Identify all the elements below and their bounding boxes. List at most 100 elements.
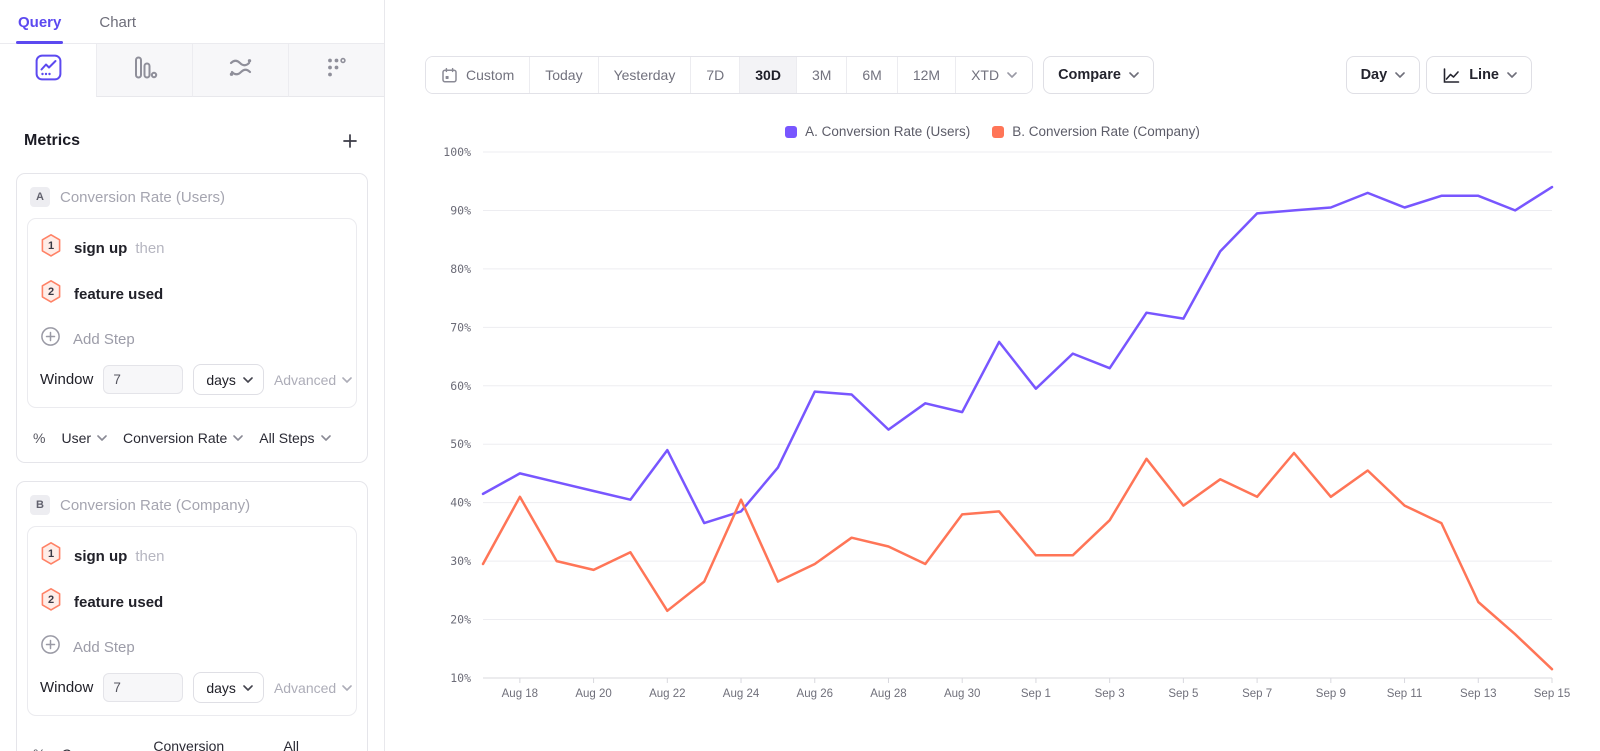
funnel-step-1: 1 sign up then (40, 533, 344, 579)
steps-scope-select[interactable]: All Steps (259, 430, 331, 446)
window-label: Window (40, 679, 94, 696)
date-range-7d[interactable]: 7D (690, 57, 740, 93)
svg-text:Aug 24: Aug 24 (723, 688, 760, 700)
measurement-row: % User Conversion Rate All Steps (17, 418, 367, 460)
legend-item-a[interactable]: A. Conversion Rate (Users) (785, 124, 970, 139)
svg-text:1: 1 (48, 548, 54, 560)
tab-chart[interactable]: Chart (99, 14, 137, 31)
chevron-down-icon (243, 684, 253, 691)
svg-text:Aug 22: Aug 22 (649, 688, 685, 700)
advanced-toggle[interactable]: Advanced (274, 372, 353, 388)
svg-text:Sep 3: Sep 3 (1095, 688, 1125, 700)
report-tab-funnels[interactable] (96, 44, 192, 97)
step-number-hexagon: 1 (40, 233, 62, 263)
report-tab-insights[interactable] (0, 44, 96, 97)
metric-badge: A (30, 187, 50, 207)
chevron-down-icon (342, 376, 353, 383)
step-number-hexagon: 2 (40, 279, 62, 309)
funnel-steps-card: 1 sign up then 2 feature used Add Step W… (27, 526, 357, 716)
chevron-down-icon (233, 435, 244, 441)
metric-title: Conversion Rate (Company) (60, 496, 251, 514)
chevron-down-icon (1395, 72, 1405, 78)
chevron-down-icon (1129, 72, 1139, 78)
svg-text:Sep 13: Sep 13 (1460, 688, 1496, 700)
svg-text:2: 2 (48, 286, 54, 298)
date-range-6m[interactable]: 6M (846, 57, 897, 93)
legend-swatch (785, 125, 798, 138)
chevron-down-icon (243, 376, 253, 383)
chevron-down-icon (1507, 72, 1517, 78)
date-range-picker: Custom Today Yesterday 7D 30D 3M 6M 12M … (425, 56, 1034, 94)
counting-entity-select[interactable]: Company (61, 746, 137, 751)
advanced-toggle[interactable]: Advanced (274, 680, 353, 696)
window-value-input[interactable] (103, 365, 184, 394)
add-step-label: Add Step (73, 638, 135, 656)
step-event-select[interactable]: feature used (74, 593, 164, 611)
date-range-3m[interactable]: 3M (795, 57, 847, 93)
svg-text:Sep 5: Sep 5 (1168, 688, 1198, 700)
svg-text:100%: 100% (443, 145, 471, 159)
window-unit-select[interactable]: days (193, 672, 264, 703)
insights-icon (35, 54, 62, 86)
line-chart: 100% 90% 80% 70% 60% 50% 40% 30% 20% 10% Aug 18 Aug… (443, 145, 1570, 700)
step-connector: then (135, 239, 165, 257)
conversion-window-row: Window days Advanced (40, 672, 353, 703)
svg-text:40%: 40% (450, 496, 471, 510)
metrics-title: Metrics (24, 132, 81, 149)
retention-icon (323, 54, 350, 86)
legend-label: B. Conversion Rate (Company) (1012, 124, 1200, 139)
svg-text:60%: 60% (450, 379, 471, 393)
legend-item-b[interactable]: B. Conversion Rate (Company) (992, 124, 1200, 139)
measure-select[interactable]: Conversion Rate (153, 738, 225, 751)
counting-entity-select[interactable]: User (61, 430, 107, 446)
date-range-12m[interactable]: 12M (896, 57, 956, 93)
chart-legend: A. Conversion Rate (Users) B. Conversion… (385, 124, 1600, 139)
compare-button[interactable]: Compare (1043, 56, 1154, 94)
svg-text:70%: 70% (450, 320, 471, 334)
measurement-row: % Company Conversion Rate All Steps (17, 726, 367, 751)
chart-toolbar: Custom Today Yesterday 7D 30D 3M 6M 12M … (385, 0, 1600, 94)
panel-tab-bar: Query Chart (0, 0, 384, 44)
report-tab-retention[interactable] (288, 44, 384, 97)
report-tab-flows[interactable] (192, 44, 288, 97)
window-label: Window (40, 371, 94, 388)
add-step-label: Add Step (73, 330, 135, 348)
chevron-down-icon (1007, 72, 1017, 78)
window-value-input[interactable] (103, 673, 184, 702)
window-unit-select[interactable]: days (193, 364, 264, 395)
svg-text:Aug 30: Aug 30 (944, 688, 980, 700)
svg-text:30%: 30% (450, 554, 471, 568)
conversion-window-row: Window days Advanced (40, 364, 353, 395)
funnel-steps-card: 1 sign up then 2 feature used Add Step W… (27, 218, 357, 408)
circle-plus-icon (40, 326, 61, 352)
date-range-xtd[interactable]: XTD (955, 57, 1033, 93)
date-range-30d[interactable]: 30D (739, 57, 796, 93)
chevron-down-icon (97, 435, 107, 441)
measure-select[interactable]: Conversion Rate (123, 430, 244, 446)
date-range-today[interactable]: Today (529, 57, 598, 93)
metric-badge: B (30, 495, 50, 515)
add-step-button[interactable]: Add Step (40, 625, 344, 670)
funnel-step-2: 2 feature used (40, 579, 344, 625)
metric-title: Conversion Rate (Users) (60, 188, 226, 206)
step-event-select[interactable]: sign up (74, 239, 128, 257)
svg-text:2: 2 (48, 594, 54, 606)
tab-query[interactable]: Query (16, 4, 64, 44)
date-range-yesterday[interactable]: Yesterday (597, 57, 691, 93)
add-metric-button[interactable] (340, 131, 360, 151)
metric-card-a: A Conversion Rate (Users) 1 sign up then… (16, 173, 368, 463)
funnel-step-2: 2 feature used (40, 271, 344, 317)
svg-text:Sep 7: Sep 7 (1242, 688, 1272, 700)
svg-text:90%: 90% (450, 203, 471, 217)
granularity-select[interactable]: Day (1345, 56, 1421, 94)
chart-type-select[interactable]: Line (1426, 56, 1532, 94)
date-range-custom[interactable]: Custom (426, 57, 530, 93)
svg-text:20%: 20% (450, 613, 471, 627)
steps-scope-select[interactable]: All Steps (283, 738, 299, 751)
metric-card-b: B Conversion Rate (Company) 1 sign up th… (16, 481, 368, 751)
svg-text:50%: 50% (450, 437, 471, 451)
add-step-button[interactable]: Add Step (40, 317, 344, 362)
step-event-select[interactable]: sign up (74, 547, 128, 565)
step-event-select[interactable]: feature used (74, 285, 164, 303)
